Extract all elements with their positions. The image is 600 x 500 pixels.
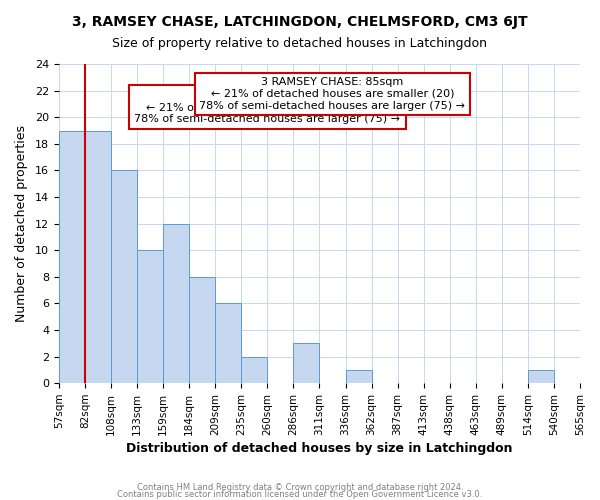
Bar: [241, 356, 268, 383]
Text: Size of property relative to detached houses in Latchingdon: Size of property relative to detached ho…: [113, 38, 487, 51]
Text: Contains public sector information licensed under the Open Government Licence v3: Contains public sector information licen…: [118, 490, 482, 499]
Text: Contains HM Land Registry data © Crown copyright and database right 2024.: Contains HM Land Registry data © Crown c…: [137, 484, 463, 492]
Bar: [293, 344, 319, 383]
Bar: [215, 304, 241, 383]
Bar: [59, 130, 85, 383]
Bar: [163, 224, 189, 383]
Text: 3 RAMSEY CHASE: 85sqm
← 21% of detached houses are smaller (20)
78% of semi-deta: 3 RAMSEY CHASE: 85sqm ← 21% of detached …: [134, 90, 400, 124]
Y-axis label: Number of detached properties: Number of detached properties: [15, 125, 28, 322]
Bar: [137, 250, 163, 383]
Bar: [85, 130, 111, 383]
Bar: [111, 170, 137, 383]
Bar: [528, 370, 554, 383]
X-axis label: Distribution of detached houses by size in Latchingdon: Distribution of detached houses by size …: [126, 442, 513, 455]
Bar: [189, 277, 215, 383]
Text: 3 RAMSEY CHASE: 85sqm
← 21% of detached houses are smaller (20)
78% of semi-deta: 3 RAMSEY CHASE: 85sqm ← 21% of detached …: [199, 78, 466, 110]
Text: 3, RAMSEY CHASE, LATCHINGDON, CHELMSFORD, CM3 6JT: 3, RAMSEY CHASE, LATCHINGDON, CHELMSFORD…: [72, 15, 528, 29]
Bar: [346, 370, 371, 383]
